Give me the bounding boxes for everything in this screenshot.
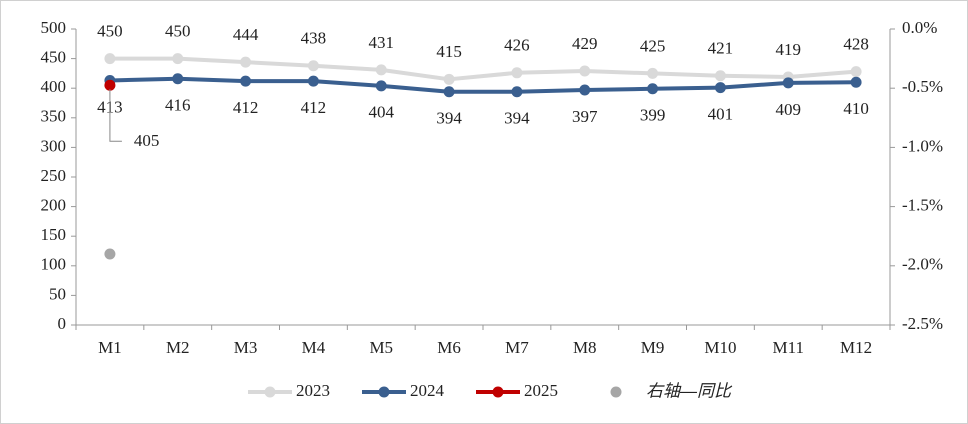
point (104, 79, 116, 91)
point (307, 60, 319, 72)
leader-line (109, 89, 122, 142)
y2-tick-label: -1.5% (902, 196, 943, 215)
data-label: 409 (776, 100, 802, 119)
x-tick-label: M9 (641, 338, 665, 357)
point (375, 80, 387, 92)
point (850, 76, 862, 88)
legend-label: 2023 (296, 381, 330, 400)
point (850, 66, 862, 78)
data-label: 405 (134, 131, 160, 150)
data-label: 416 (165, 96, 191, 115)
legend-marker (492, 386, 504, 398)
point (782, 77, 794, 89)
legend-marker (378, 386, 390, 398)
data-label: 425 (640, 36, 666, 55)
x-tick-label: M4 (302, 338, 326, 357)
y-tick-label: 100 (41, 255, 67, 274)
x-tick-label: M5 (369, 338, 393, 357)
y2-tick-label: -1.0% (902, 136, 943, 155)
point (647, 83, 659, 95)
y-tick-label: 450 (41, 48, 67, 67)
point (579, 84, 591, 96)
data-label: 394 (504, 109, 530, 128)
line (109, 76, 857, 94)
x-tick-label: M7 (505, 338, 529, 357)
data-label: 429 (572, 34, 598, 53)
y-tick-label: 200 (41, 196, 67, 215)
legend-marker (610, 386, 622, 398)
data-label: 412 (233, 98, 259, 117)
data-label: 399 (640, 106, 666, 125)
data-label: 410 (843, 99, 869, 118)
y-tick-label: 300 (41, 136, 67, 155)
data-label: 426 (504, 36, 530, 55)
y2-tick-label: -2.5% (902, 314, 943, 333)
data-label: 438 (301, 29, 327, 48)
data-label: 419 (776, 40, 802, 59)
data-label: 401 (708, 105, 734, 124)
x-tick-label: M6 (437, 338, 461, 357)
y-tick-label: 250 (41, 166, 67, 185)
y-tick-label: 0 (58, 314, 67, 333)
legend-label: 右轴—同比 (646, 381, 733, 400)
point (104, 248, 116, 260)
y2-tick-label: -0.5% (902, 77, 943, 96)
point (104, 53, 116, 65)
x-tick-label: M11 (773, 338, 805, 357)
point (714, 70, 726, 82)
point (240, 56, 252, 68)
data-label: 404 (369, 103, 395, 122)
line (109, 56, 857, 82)
y2-tick-label: -2.0% (902, 255, 943, 274)
data-label: 412 (301, 98, 327, 117)
x-tick-label: M12 (840, 338, 872, 357)
point (443, 86, 455, 98)
legend-label: 2024 (410, 381, 445, 400)
point (307, 75, 319, 87)
data-label: 450 (97, 22, 123, 41)
x-tick-label: M10 (704, 338, 736, 357)
point (375, 64, 387, 76)
point (647, 67, 659, 79)
point (579, 65, 591, 77)
x-tick-label: M1 (98, 338, 122, 357)
x-tick-label: M2 (166, 338, 190, 357)
y2-tick-label: 0.0% (902, 18, 937, 37)
data-label: 444 (233, 25, 259, 44)
data-label: 428 (843, 35, 869, 54)
data-label: 450 (165, 22, 191, 41)
data-label: 421 (708, 39, 734, 58)
x-tick-label: M3 (234, 338, 258, 357)
data-label: 431 (369, 33, 395, 52)
y-tick-label: 150 (41, 225, 67, 244)
legend-marker (264, 386, 276, 398)
y-tick-label: 400 (41, 77, 67, 96)
y-tick-label: 500 (41, 18, 67, 37)
y-tick-label: 350 (41, 107, 67, 126)
data-label: 397 (572, 107, 598, 126)
point (714, 82, 726, 94)
point (172, 73, 184, 85)
point (172, 53, 184, 65)
data-label: 394 (436, 109, 462, 128)
point (511, 86, 523, 98)
point (443, 73, 455, 85)
x-tick-label: M8 (573, 338, 597, 357)
data-label: 415 (436, 42, 462, 61)
y-tick-label: 50 (49, 284, 66, 303)
legend-label: 2025 (524, 381, 558, 400)
point (511, 67, 523, 79)
point (240, 75, 252, 87)
